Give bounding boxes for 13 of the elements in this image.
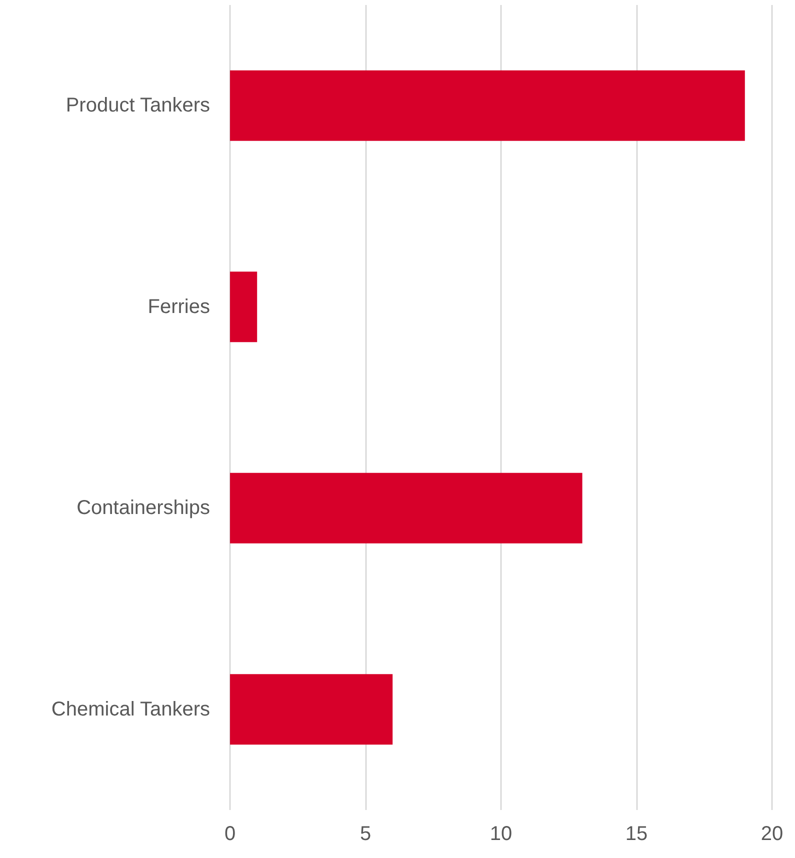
bar [230,272,258,342]
bar [230,472,582,544]
bar [230,674,393,745]
x-tick-label: 5 [360,823,372,845]
x-tick-label: 10 [490,823,512,845]
x-tick-label: 20 [760,823,784,845]
bar [230,70,745,141]
y-tick-label: Ferries [148,296,210,318]
y-tick-label: Product Tankers [66,94,210,117]
x-tick-label: 0 [224,823,236,845]
x-tick-label: 15 [625,823,648,845]
y-tick-label: Chemical Tankers [51,698,210,720]
y-tick-label: Containerships [76,497,210,520]
